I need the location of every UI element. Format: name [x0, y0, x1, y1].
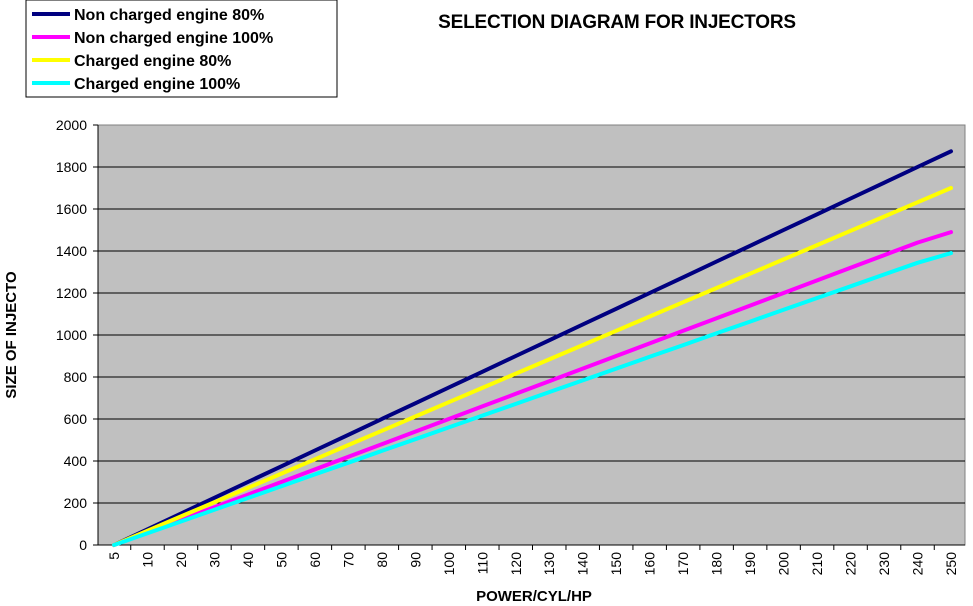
series-line-0 [112, 149, 953, 547]
y-tick-label: 200 [64, 495, 88, 511]
x-tick-label: 120 [508, 552, 524, 576]
legend: Non charged engine 80% Non charged engine… [25, 0, 338, 98]
x-tick-label: 20 [173, 552, 189, 568]
x-tick-label: 160 [642, 552, 658, 576]
x-axis: 5 10 20 30 40 50 60 70 80 90 100 110 120 130 140 150 160… [98, 544, 965, 576]
x-tick-label: 60 [307, 552, 323, 568]
y-tick-label: 1400 [56, 243, 87, 259]
x-tick-label: 190 [742, 552, 758, 576]
y-axis-label: SIZE OF INJECTO [3, 271, 20, 399]
legend-label-2: Charged engine 80% [74, 53, 231, 70]
y-tick-label: 1600 [56, 201, 87, 217]
x-tick-label: 40 [240, 552, 256, 568]
x-tick-label: 90 [407, 552, 423, 568]
series-line-2 [112, 186, 953, 547]
y-tick-label: 600 [64, 411, 88, 427]
x-tick-label: 170 [675, 552, 691, 576]
x-tick-label: 110 [474, 552, 490, 575]
chart-title: SELECTION DIAGRAM FOR INJECTORS [438, 12, 796, 33]
gridlines [98, 166, 965, 504]
x-tick-label: 220 [843, 552, 859, 576]
legend-label-3: Charged engine 100% [74, 76, 240, 93]
legend-box [25, 0, 338, 98]
x-tick-label: 210 [809, 552, 825, 576]
x-tick-label: 230 [876, 552, 892, 576]
legend-label-0: Non charged engine 80% [74, 7, 264, 24]
x-axis-label: POWER/CYL/HP [476, 588, 592, 605]
x-tick-label: 140 [575, 552, 591, 576]
y-tick-label: 800 [64, 369, 88, 385]
x-tick-label: 200 [776, 552, 792, 576]
x-tick-label: 70 [340, 552, 356, 568]
legend-label-1: Non charged engine 100% [74, 30, 273, 47]
y-tick-label: 1200 [56, 285, 87, 301]
x-tick-label: 80 [374, 552, 390, 568]
series-lines [112, 149, 953, 547]
x-tick-label: 50 [273, 552, 289, 568]
y-axis: 0 200 400 600 800 1000 1200 1400 1600 1800 2000 [56, 117, 99, 553]
series-line-1 [112, 230, 953, 547]
y-tick-label: 400 [64, 453, 88, 469]
y-tick-label: 0 [79, 537, 87, 553]
series-line-3 [112, 251, 953, 547]
y-tick-label: 1000 [56, 327, 87, 343]
x-tick-label: 100 [441, 552, 457, 576]
x-tick-label: 150 [608, 552, 624, 576]
x-tick-label: 240 [910, 552, 926, 576]
x-tick-label: 250 [943, 552, 959, 576]
x-tick-label: 5 [106, 552, 122, 560]
x-tick-label: 180 [709, 552, 725, 576]
x-tick-label: 30 [206, 552, 222, 568]
y-tick-label: 1800 [56, 159, 87, 175]
x-tick-label: 10 [139, 552, 155, 568]
y-tick-label: 2000 [56, 117, 87, 133]
x-tick-label: 130 [541, 552, 557, 576]
